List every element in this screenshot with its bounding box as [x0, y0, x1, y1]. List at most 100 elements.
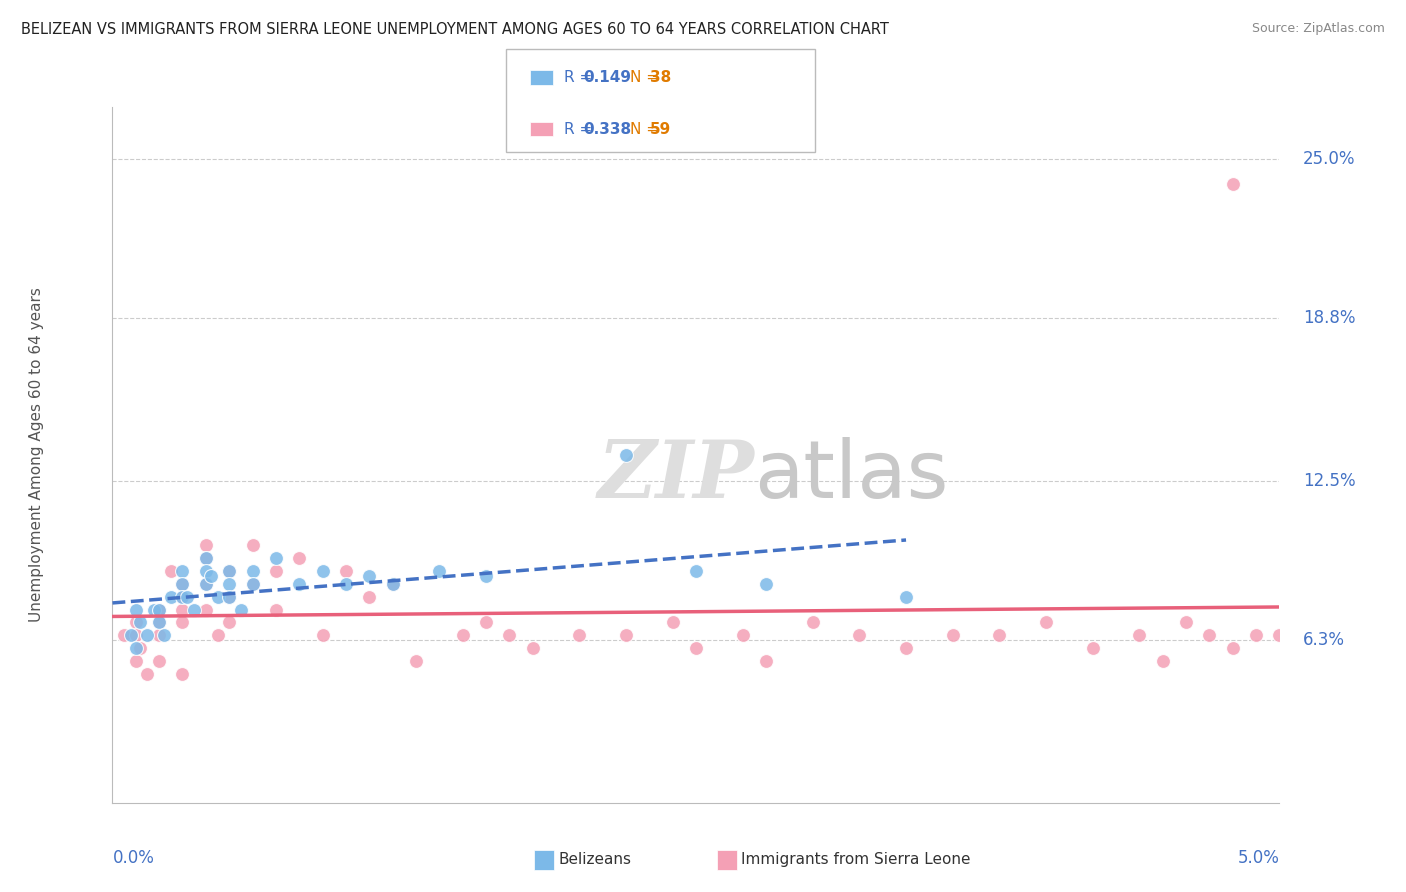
Point: [498, 628, 520, 642]
Point: [1198, 628, 1220, 642]
Text: 0.0%: 0.0%: [112, 849, 155, 867]
Point: [120, 628, 142, 642]
Point: [183, 602, 205, 616]
Point: [661, 615, 683, 630]
Point: [894, 590, 917, 604]
Text: N =: N =: [630, 70, 664, 85]
Point: [194, 551, 217, 566]
Point: [160, 590, 183, 604]
Point: [1152, 654, 1174, 668]
Point: [148, 602, 170, 616]
Point: [194, 538, 217, 552]
Point: [242, 538, 264, 552]
Point: [160, 564, 183, 578]
Point: [1268, 628, 1291, 642]
Point: [451, 628, 474, 642]
Point: [359, 590, 381, 604]
Point: [242, 576, 264, 591]
Text: 0.149: 0.149: [583, 70, 631, 85]
Point: [194, 576, 217, 591]
Point: [136, 667, 159, 681]
Point: [172, 576, 194, 591]
Point: [218, 564, 240, 578]
Point: [1081, 641, 1104, 656]
Point: [125, 602, 148, 616]
Point: [335, 576, 357, 591]
Point: [405, 654, 427, 668]
Text: 38: 38: [650, 70, 671, 85]
Text: 6.3%: 6.3%: [1303, 632, 1344, 649]
Point: [1244, 628, 1267, 642]
Point: [848, 628, 870, 642]
Point: [148, 615, 170, 630]
Point: [125, 615, 148, 630]
Point: [148, 615, 170, 630]
Text: R =: R =: [564, 70, 598, 85]
Point: [731, 628, 754, 642]
Point: [1128, 628, 1150, 642]
Point: [288, 576, 311, 591]
Point: [335, 564, 357, 578]
Point: [218, 576, 240, 591]
Point: [242, 564, 264, 578]
Point: [172, 602, 194, 616]
Point: [288, 551, 311, 566]
Point: [112, 628, 135, 642]
Point: [942, 628, 965, 642]
Point: [359, 569, 381, 583]
Point: [207, 590, 229, 604]
Point: [1035, 615, 1057, 630]
Point: [475, 569, 498, 583]
Text: 5.0%: 5.0%: [1237, 849, 1279, 867]
Point: [125, 628, 148, 642]
Point: [172, 590, 194, 604]
Text: Unemployment Among Ages 60 to 64 years: Unemployment Among Ages 60 to 64 years: [30, 287, 44, 623]
Point: [685, 564, 707, 578]
Text: 25.0%: 25.0%: [1303, 150, 1355, 168]
Point: [1222, 178, 1244, 192]
Point: [148, 602, 170, 616]
Text: R =: R =: [564, 122, 598, 136]
Point: [427, 564, 450, 578]
Text: Source: ZipAtlas.com: Source: ZipAtlas.com: [1251, 22, 1385, 36]
Point: [381, 576, 404, 591]
Point: [264, 564, 287, 578]
Point: [125, 641, 148, 656]
Text: Belizeans: Belizeans: [558, 853, 631, 867]
Text: BELIZEAN VS IMMIGRANTS FROM SIERRA LEONE UNEMPLOYMENT AMONG AGES 60 TO 64 YEARS : BELIZEAN VS IMMIGRANTS FROM SIERRA LEONE…: [21, 22, 889, 37]
Point: [311, 628, 333, 642]
Point: [218, 615, 240, 630]
Point: [229, 602, 252, 616]
Point: [264, 602, 287, 616]
Text: 12.5%: 12.5%: [1303, 472, 1355, 490]
Point: [148, 628, 170, 642]
Point: [311, 564, 333, 578]
Point: [894, 641, 917, 656]
Text: N =: N =: [630, 122, 664, 136]
Point: [172, 564, 194, 578]
Point: [136, 628, 159, 642]
Point: [172, 615, 194, 630]
Point: [194, 602, 217, 616]
Point: [194, 551, 217, 566]
Point: [176, 590, 198, 604]
Point: [172, 667, 194, 681]
Point: [153, 628, 176, 642]
Point: [755, 576, 778, 591]
Text: atlas: atlas: [754, 437, 949, 515]
Point: [1222, 641, 1244, 656]
Point: [172, 576, 194, 591]
Point: [207, 628, 229, 642]
Point: [200, 569, 222, 583]
Point: [264, 551, 287, 566]
Text: ZIP: ZIP: [598, 437, 754, 515]
Point: [614, 448, 637, 462]
Point: [218, 590, 240, 604]
Point: [614, 628, 637, 642]
Point: [143, 602, 166, 616]
Point: [172, 590, 194, 604]
Text: Immigrants from Sierra Leone: Immigrants from Sierra Leone: [741, 853, 970, 867]
Point: [988, 628, 1011, 642]
Point: [194, 576, 217, 591]
Point: [685, 641, 707, 656]
